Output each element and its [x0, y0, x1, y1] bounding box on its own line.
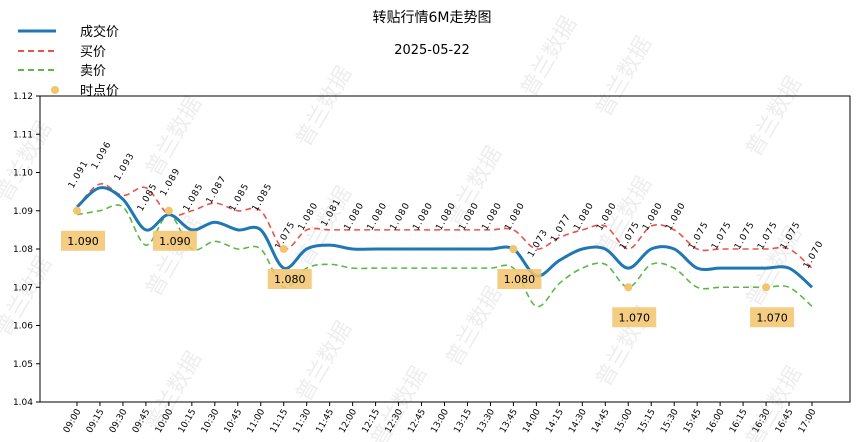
point-value-label: 1.075	[710, 220, 734, 252]
x-tick-label: 11:00	[246, 407, 268, 435]
x-tick-label: 12:00	[338, 407, 360, 435]
y-tick-label: 1.09	[13, 207, 33, 217]
x-tick-label: 09:30	[108, 407, 130, 435]
x-tick-label: 14:30	[567, 407, 589, 435]
legend: 成交价 买价 卖价 时点价	[18, 24, 119, 99]
watermark-text: 普兰数据	[592, 32, 658, 121]
x-tick-label: 13:00	[429, 407, 451, 435]
snapshot-label: 1.070	[619, 311, 651, 324]
snapshot-label-box	[750, 307, 795, 328]
point-value-label: 1.080	[411, 201, 435, 233]
x-tick-label: 09:15	[85, 408, 107, 435]
x-tick-label: 13:30	[475, 407, 497, 435]
point-value-label: 1.070	[802, 239, 826, 271]
x-tick-label: 16:00	[705, 407, 727, 435]
legend-label-bid: 买价	[80, 45, 106, 60]
point-value-label: 1.080	[572, 201, 596, 233]
y-tick-label: 1.08	[13, 245, 33, 255]
chart-subtitle: 2025-05-22	[394, 43, 470, 58]
snapshot-label-box	[152, 230, 197, 251]
x-tick-label: 17:00	[797, 407, 819, 435]
y-tick-label: 1.05	[13, 360, 33, 370]
legend-marker-snapshot	[51, 86, 59, 94]
x-tick-label: 10:15	[177, 408, 199, 435]
point-value-label: 1.080	[366, 201, 390, 233]
x-tick-label: 15:30	[659, 407, 681, 435]
snapshot-label-box	[612, 307, 657, 328]
x-tick-label: 14:00	[521, 407, 543, 435]
snapshot-label: 1.080	[504, 273, 536, 286]
watermark-text: 普兰数据	[142, 347, 208, 436]
series-line-ask	[76, 204, 813, 308]
x-tick-label: 11:45	[315, 408, 337, 435]
y-tick-label: 1.12	[13, 92, 33, 102]
snapshot-point	[762, 283, 771, 292]
x-tick-label: 11:30	[292, 407, 314, 435]
legend-label-trade: 成交价	[80, 24, 119, 40]
y-tick-label: 1.04	[13, 398, 33, 408]
point-value-label: 1.080	[480, 201, 504, 233]
x-tick-label: 15:15	[636, 408, 658, 435]
watermark-text: 普兰数据	[292, 317, 358, 406]
point-value-label: 1.080	[664, 201, 688, 233]
watermark-text: 普兰数据	[517, 12, 583, 101]
snapshot-point	[73, 206, 81, 215]
snapshot-label-box	[267, 269, 312, 289]
watermark-text: 普兰数据	[142, 212, 208, 301]
y-axis: 1.04 1.05 1.06 1.07 1.08 1.09 1.10 1.11 1.12	[13, 92, 40, 408]
y-tick-label: 1.11	[13, 130, 33, 140]
point-value-label: 1.080	[389, 201, 413, 233]
point-value-label: 1.085	[251, 182, 275, 214]
snapshot-label-box	[61, 230, 105, 251]
series-line-trade	[75, 186, 813, 289]
watermark-layer: 普兰数据普兰数据普兰数据普兰数据普兰数据普兰数据普兰数据普兰数据普兰数据普兰数据…	[0, 12, 807, 442]
point-value-label: 1.073	[526, 228, 550, 260]
x-tick-label: 11:15	[269, 408, 291, 435]
point-value-label: 1.093	[113, 151, 137, 183]
point-value-label: 1.075	[687, 220, 711, 252]
snapshot-label: 1.080	[274, 273, 306, 286]
x-tick-label: 15:00	[613, 407, 635, 435]
chart-title: 转贴行情6M走势图	[373, 10, 492, 26]
x-tick-label: 09:00	[62, 407, 84, 435]
point-value-label: 1.085	[182, 182, 206, 214]
y-tick-label: 1.07	[13, 283, 33, 293]
point-value-label: 1.087	[205, 174, 229, 206]
x-tick-label: 13:45	[498, 408, 520, 435]
snapshot-label-box	[497, 269, 542, 289]
x-tick-label: 10:30	[200, 407, 222, 435]
series-layer	[75, 183, 813, 308]
watermark-text: 普兰数据	[742, 72, 808, 161]
snapshot-point	[624, 283, 633, 292]
series-line-bid	[76, 183, 813, 269]
x-tick-label: 10:45	[223, 408, 245, 435]
snapshot-label: 1.090	[159, 235, 191, 248]
point-value-label: 1.075	[733, 220, 757, 252]
point-value-label: 1.085	[136, 182, 160, 214]
x-tick-label: 14:45	[590, 408, 612, 435]
point-value-label: 1.077	[549, 212, 573, 244]
legend-label-snapshot: 时点价	[80, 84, 119, 99]
watermark-text: 普兰数据	[292, 62, 358, 151]
snapshot-layer: 1.090 1.090 1.080 1.080 1.070 1.070	[61, 206, 795, 328]
x-tick-label: 14:15	[544, 408, 566, 435]
snapshot-point	[509, 245, 518, 253]
point-value-label: 1.091	[67, 159, 91, 191]
snapshot-point	[164, 206, 173, 215]
x-tick-label: 13:15	[452, 408, 474, 435]
y-tick-label: 1.06	[13, 322, 33, 332]
x-tick-label: 15:45	[682, 408, 704, 435]
watermark-text: 普兰数据	[442, 282, 508, 371]
point-value-label: 1.080	[503, 201, 527, 233]
point-value-label: 1.096	[90, 140, 114, 172]
snapshot-point	[279, 245, 288, 253]
legend-label-ask: 卖价	[80, 64, 106, 79]
snapshot-label: 1.070	[756, 311, 788, 324]
y-tick-label: 1.10	[13, 169, 33, 179]
snapshot-label: 1.090	[67, 235, 99, 248]
